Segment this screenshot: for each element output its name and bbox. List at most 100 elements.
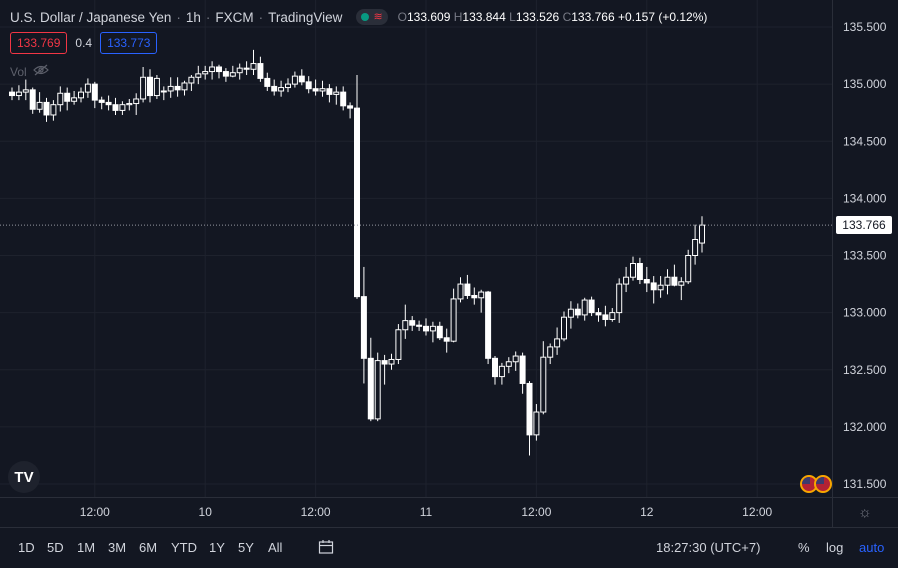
candle-body-up [78, 91, 84, 99]
candle-body-down [595, 312, 602, 316]
candle-body-down [381, 360, 388, 365]
timeframe-button-ytd[interactable]: YTD [171, 540, 197, 555]
candle [167, 77, 174, 98]
candle-body-down [471, 294, 478, 299]
candle-body-up [50, 104, 57, 116]
quote-row: 133.769 0.4 133.773 [10, 32, 158, 54]
candle-body-up [291, 75, 298, 85]
candle-body-down [64, 92, 71, 102]
candle [216, 64, 222, 79]
candle [305, 76, 312, 94]
candle-body-down [305, 81, 312, 90]
time-tick-label: 11 [420, 505, 433, 519]
candle-body-up [202, 71, 209, 75]
eye-hidden-icon[interactable] [32, 64, 49, 79]
candle-body-up [540, 356, 547, 413]
candle [367, 337, 374, 422]
candlestick-series [9, 49, 705, 456]
candle-body-up [319, 88, 326, 92]
candle-body-up [250, 63, 257, 70]
candle [43, 97, 50, 122]
candle [436, 321, 443, 341]
timeframe-button-5y[interactable]: 5Y [238, 540, 254, 555]
candle [195, 65, 202, 85]
candle-body-up [153, 77, 160, 97]
candle-body-down [105, 101, 112, 106]
candle-body-down [264, 77, 271, 87]
candle [229, 65, 236, 78]
candle [533, 404, 540, 441]
timeframe-button-1y[interactable]: 1Y [209, 540, 225, 555]
candle [554, 327, 561, 355]
candle-body-down [671, 276, 678, 286]
buy-button[interactable]: 133.773 [100, 32, 158, 54]
candle-body-up [195, 73, 202, 78]
candle-body-up [140, 76, 147, 100]
candle-body-up [71, 97, 78, 102]
candle-body-up [374, 360, 381, 420]
timeframe-button-1m[interactable]: 1M [77, 540, 96, 555]
candle [209, 61, 216, 80]
timeframe-button-3m[interactable]: 3M [108, 540, 127, 555]
percent-scale-toggle[interactable]: % [798, 540, 810, 555]
candle-body-up [160, 90, 167, 93]
tradingview-logo[interactable]: TV [8, 461, 40, 493]
price-axis[interactable]: 135.500 135.000 134.500 134.000 133.500 133.0… [843, 20, 887, 491]
candle [561, 311, 567, 342]
candle [188, 74, 195, 91]
candle-body-down [326, 88, 333, 95]
timeframe-button-1d[interactable]: 1D [18, 540, 35, 555]
price-tick-label: 132.500 [843, 363, 887, 377]
candle-body-up [616, 283, 623, 314]
candle-body-down [43, 101, 50, 116]
price-tick-label: 133.500 [843, 249, 887, 263]
candle [312, 79, 319, 96]
spread-value: 0.4 [75, 36, 93, 50]
candle [581, 297, 588, 321]
candle [98, 96, 105, 110]
time-axis[interactable]: 12:00 10 12:00 11 12:00 12 12:00 [80, 505, 773, 519]
timeframe-button-all[interactable]: All [268, 540, 283, 555]
volume-legend[interactable]: Vol [10, 64, 49, 79]
candle [236, 63, 243, 80]
candle [388, 353, 395, 370]
auto-scale-toggle[interactable]: auto [859, 540, 885, 555]
log-scale-toggle[interactable]: log [826, 540, 844, 555]
candle [574, 303, 581, 319]
candle [153, 74, 160, 99]
candle [105, 95, 112, 111]
candle-body-up [664, 276, 671, 286]
candle [381, 354, 388, 385]
timeframe-button-5d[interactable]: 5D [47, 540, 64, 555]
date-range-icon[interactable] [318, 539, 334, 560]
candle-body-up [692, 239, 699, 257]
candle-body-down [367, 357, 374, 420]
candle [602, 305, 609, 327]
candle-body-down [112, 104, 119, 111]
sell-button[interactable]: 133.769 [10, 32, 68, 54]
candle [429, 321, 436, 343]
candle [36, 92, 43, 113]
candle [616, 278, 623, 323]
price-tick-label: 135.500 [843, 20, 887, 34]
candle [250, 49, 257, 75]
clock-utc[interactable]: 18:27:30 (UTC+7) [656, 540, 761, 555]
candle-body-down [147, 76, 153, 97]
price-tick-label: 134.500 [843, 134, 887, 148]
candle-body-up [333, 91, 340, 95]
currency-flags[interactable] [800, 475, 832, 493]
candle-body-down [360, 296, 367, 359]
symbol-name[interactable]: U.S. Dollar / Japanese Yen [10, 9, 172, 25]
candle-body-down [298, 75, 305, 83]
candle-body-down [243, 67, 250, 70]
timeframe-button-6m[interactable]: 6M [139, 540, 158, 555]
price-chart[interactable]: 135.500 135.000 134.500 134.000 133.500 133.0… [0, 0, 898, 527]
candle-body-down [423, 325, 429, 332]
interval-label[interactable]: 1h [185, 9, 201, 25]
candle-body-up [554, 338, 561, 348]
settings-sun-icon[interactable]: ☼ [858, 504, 872, 521]
market-status-pill[interactable]: ≋ [356, 9, 388, 25]
candle-body-up [657, 284, 664, 291]
candle [471, 287, 478, 305]
candle-body-up [609, 312, 616, 320]
